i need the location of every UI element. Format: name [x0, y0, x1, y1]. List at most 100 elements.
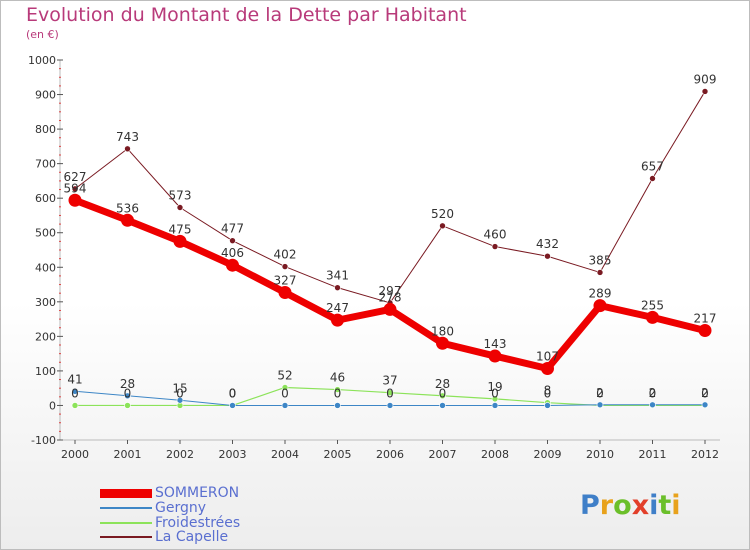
x-tick-label: 2007 — [429, 448, 457, 461]
y-tick-label: 800 — [35, 123, 56, 136]
data-point-froidestrees — [439, 392, 446, 400]
data-label-sommeron: 217 — [694, 311, 717, 325]
data-point-gergny — [649, 401, 656, 409]
data-point-la-capelle — [71, 185, 79, 193]
data-label-gergny: 0 — [439, 386, 447, 400]
data-label-froidestrees: 0 — [596, 386, 604, 400]
legend-label: La Capelle — [155, 529, 229, 545]
data-point-gergny — [491, 402, 499, 409]
data-point-la-capelle — [281, 263, 289, 270]
data-point-sommeron — [68, 193, 82, 207]
data-label-la-capelle: 385 — [589, 253, 612, 267]
data-point-sommeron — [383, 302, 397, 316]
y-tick-label: 900 — [35, 89, 56, 102]
data-point-gergny — [176, 396, 184, 404]
data-label-la-capelle: 460 — [484, 228, 507, 242]
x-tick-label: 2001 — [114, 448, 142, 461]
data-point-sommeron — [646, 310, 659, 324]
logo-letter: o — [613, 490, 632, 521]
data-point-la-capelle — [596, 269, 604, 276]
data-label-sommeron: 107 — [536, 349, 559, 363]
data-point-sommeron — [488, 349, 502, 363]
data-point-gergny — [229, 402, 236, 409]
data-point-la-capelle — [229, 237, 236, 244]
y-tick-label: -100 — [31, 434, 56, 447]
x-tick-label: 2011 — [639, 448, 667, 461]
y-tick-label: 1000 — [28, 54, 56, 67]
data-point-sommeron — [173, 234, 187, 248]
data-point-la-capelle — [701, 88, 709, 95]
y-tick-label: 0 — [49, 399, 56, 412]
data-label-froidestrees: 28 — [435, 377, 450, 391]
data-label-la-capelle: 627 — [64, 170, 87, 184]
data-label-sommeron: 406 — [221, 246, 244, 260]
data-label-gergny: 0 — [229, 386, 237, 400]
data-point-gergny — [334, 402, 341, 409]
data-label-gergny: 0 — [544, 386, 552, 400]
data-point-gergny — [544, 402, 551, 409]
data-point-froidestrees — [491, 395, 499, 403]
data-point-froidestrees — [281, 384, 289, 391]
y-tick-label: 300 — [35, 296, 56, 309]
data-label-la-capelle: 743 — [116, 130, 139, 144]
data-label-la-capelle: 297 — [379, 284, 402, 298]
x-tick-label: 2006 — [376, 448, 404, 461]
data-point-sommeron — [278, 285, 292, 299]
y-tick-label: 200 — [35, 330, 56, 343]
data-point-sommeron — [331, 313, 344, 327]
x-tick-label: 2010 — [586, 448, 614, 461]
data-label-sommeron: 180 — [431, 324, 454, 338]
legend-label: SOMMERON — [155, 485, 240, 501]
data-label-sommeron: 278 — [379, 290, 402, 304]
logo-letter: r — [599, 490, 614, 521]
data-label-sommeron: 247 — [326, 301, 349, 315]
data-label-la-capelle: 402 — [274, 248, 297, 262]
legend-label: Froidestrées — [155, 515, 241, 531]
data-label-la-capelle: 520 — [431, 207, 454, 221]
logo-letter: P — [580, 490, 600, 521]
data-label-gergny: 2 — [596, 386, 604, 400]
data-label-gergny: 0 — [334, 386, 342, 400]
data-label-la-capelle: 657 — [641, 159, 664, 173]
data-point-la-capelle — [491, 243, 499, 250]
logo-letter: i — [649, 490, 659, 521]
data-point-la-capelle — [334, 284, 341, 291]
data-label-sommeron: 143 — [484, 337, 507, 351]
legend-swatch — [100, 536, 152, 538]
proxiti-logo: Proxiti — [580, 490, 681, 521]
data-point-gergny — [386, 402, 394, 409]
y-tick-label: 700 — [35, 158, 56, 171]
data-label-gergny: 2 — [649, 386, 657, 400]
data-point-gergny — [439, 402, 446, 409]
x-tick-label: 2005 — [324, 448, 352, 461]
data-point-froidestrees — [124, 402, 131, 409]
legend-item-la-capelle: La Capelle — [100, 530, 228, 544]
x-tick-label: 2000 — [61, 448, 89, 461]
data-label-froidestrees: 37 — [382, 374, 397, 388]
data-point-la-capelle — [176, 204, 184, 211]
data-point-sommeron — [436, 336, 449, 350]
data-point-gergny — [71, 387, 79, 395]
logo-letter: t — [658, 490, 672, 521]
data-label-sommeron: 255 — [641, 298, 664, 312]
logo-letter: i — [671, 490, 681, 521]
data-label-gergny: 0 — [386, 386, 394, 400]
data-label-sommeron: 536 — [116, 201, 139, 215]
data-label-froidestrees: 8 — [544, 384, 552, 398]
x-tick-label: 2008 — [481, 448, 509, 461]
data-point-sommeron — [121, 213, 134, 227]
legend-swatch — [100, 507, 152, 509]
data-label-la-capelle: 573 — [169, 189, 192, 203]
data-label-sommeron: 594 — [64, 181, 87, 195]
y-tick-label: 100 — [35, 365, 56, 378]
data-label-froidestrees: 0 — [649, 386, 657, 400]
data-label-froidestrees: 46 — [330, 371, 345, 385]
legend-swatch — [100, 488, 152, 498]
data-point-gergny — [124, 392, 131, 400]
y-tick-label: 400 — [35, 261, 56, 274]
data-label-sommeron: 475 — [169, 222, 192, 236]
data-label-la-capelle: 432 — [536, 237, 559, 251]
logo-letter: x — [631, 490, 650, 521]
data-point-la-capelle — [439, 222, 446, 230]
